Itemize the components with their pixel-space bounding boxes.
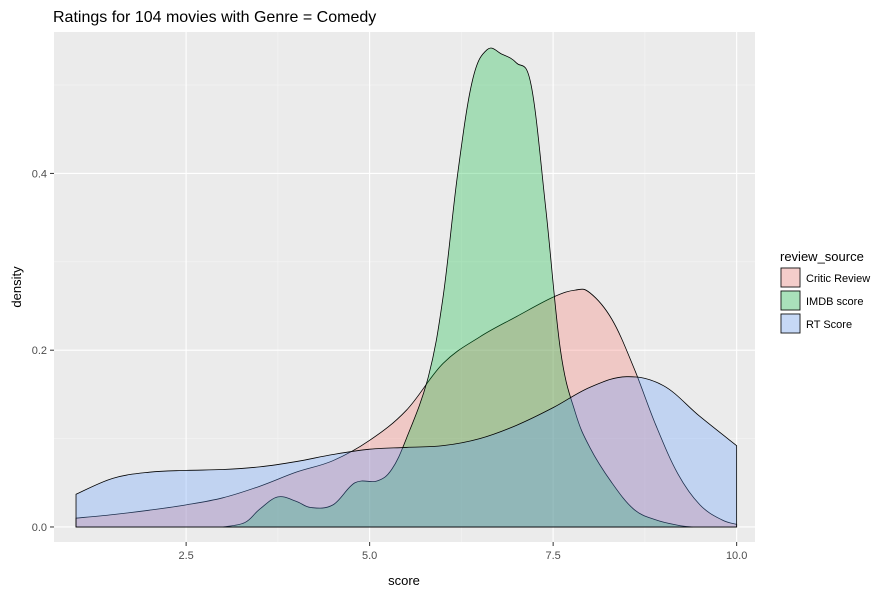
legend-label: RT Score <box>806 319 852 331</box>
y-axis-ticks: 0.0 0.2 0.4 <box>32 168 54 534</box>
y-axis-title: density <box>9 266 24 308</box>
density-area-critic-review <box>75 288 738 528</box>
density-area-rt-score <box>75 376 738 528</box>
legend-key-bg <box>780 313 801 334</box>
legend-swatch-critic-review <box>780 267 801 288</box>
legend-key-bg <box>780 290 801 311</box>
legend-label: Critic Review <box>806 273 870 285</box>
x-axis-ticks: 2.5 5.0 7.5 10.0 <box>178 542 747 562</box>
legend-key-bg <box>780 267 801 288</box>
x-tick-label: 2.5 <box>178 550 193 562</box>
density-area-imdb-score <box>222 47 693 528</box>
x-tick-label: 10.0 <box>726 550 747 562</box>
y-tick-label: 0.2 <box>32 345 47 357</box>
legend-label: IMDB score <box>806 296 863 308</box>
y-tick-label: 0.0 <box>32 522 47 534</box>
density-areas <box>75 47 738 528</box>
plot-panel <box>54 32 755 542</box>
x-tick-label: 7.5 <box>545 550 560 562</box>
legend-title: review_source <box>780 249 864 264</box>
x-tick-label: 5.0 <box>362 550 377 562</box>
chart-title: Ratings for 104 movies with Genre = Come… <box>53 9 376 26</box>
legend-swatch-rt-score <box>780 313 801 334</box>
legend: review_source Critic Review IMDB score RT … <box>780 249 870 334</box>
x-axis-title: score <box>388 573 420 588</box>
legend-swatch-imdb-score <box>780 290 801 311</box>
y-tick-label: 0.4 <box>32 168 47 180</box>
